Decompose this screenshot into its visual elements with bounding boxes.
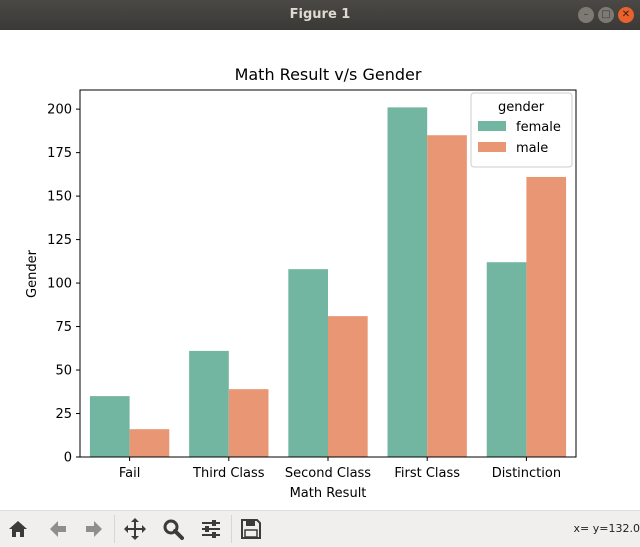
forward-icon[interactable] — [80, 515, 108, 543]
close-button[interactable]: ✕ — [618, 7, 634, 23]
configure-icon[interactable] — [197, 515, 225, 543]
x-tick-label: Fail — [119, 466, 140, 481]
navigation-toolbar: x= y=132.0 — [0, 510, 640, 547]
save-icon[interactable] — [237, 515, 265, 543]
legend-swatch-female — [478, 121, 506, 131]
toolbar-separator — [231, 515, 232, 543]
bar-female-distinction — [486, 262, 527, 457]
y-axis-label: Gender — [25, 249, 40, 298]
bar-male-fail — [129, 429, 170, 457]
y-tick-label: 75 — [55, 320, 72, 335]
legend: gender female male — [470, 92, 573, 168]
bar-female-third-class — [189, 350, 229, 457]
y-tick-label: 200 — [47, 103, 72, 118]
maximize-button[interactable]: □ — [598, 7, 614, 23]
home-icon[interactable] — [4, 515, 32, 543]
x-tick-label: Second Class — [285, 466, 371, 481]
zoom-icon[interactable] — [159, 515, 187, 543]
figure-canvas[interactable]: Math Result v/s Gender 0 25 50 75 100 125 150 1… — [0, 30, 640, 510]
x-tick-label: Distinction — [492, 466, 561, 481]
bar-female-fail — [89, 396, 130, 457]
toolbar-separator — [114, 515, 115, 543]
y-tick-label: 50 — [55, 364, 72, 379]
pan-icon[interactable] — [121, 515, 149, 543]
window-title: Figure 1 — [289, 7, 351, 22]
legend-label-male: male — [516, 141, 548, 156]
y-tick-label: 125 — [47, 233, 72, 248]
y-tick-label: 150 — [47, 190, 72, 205]
y-tick-label: 175 — [47, 146, 72, 161]
x-tick-label: Third Class — [192, 466, 265, 481]
x-tick-label: First Class — [394, 466, 460, 481]
bar-male-third-class — [228, 389, 269, 457]
bar-male-distinction — [526, 176, 567, 457]
legend-title: gender — [498, 100, 545, 115]
bar-chart: Math Result v/s Gender 0 25 50 75 100 125 150 1… — [25, 65, 577, 501]
legend-label-female: female — [516, 120, 561, 135]
chart-title: Math Result v/s Gender — [235, 65, 422, 84]
bar-female-second-class — [288, 269, 328, 457]
back-icon[interactable] — [44, 515, 72, 543]
y-tick-label: 25 — [55, 407, 72, 422]
bar-male-second-class — [328, 316, 368, 457]
window-titlebar: Figure 1 – □ ✕ — [0, 0, 640, 30]
cursor-coordinates: x= y=132.0 — [573, 522, 640, 535]
bar-female-first-class — [387, 107, 428, 457]
bar-male-first-class — [427, 135, 467, 457]
y-tick-label: 100 — [47, 277, 72, 292]
y-tick-label: 0 — [64, 451, 72, 466]
minimize-button[interactable]: – — [578, 7, 594, 23]
x-axis-label: Math Result — [290, 486, 367, 501]
legend-swatch-male — [478, 142, 506, 152]
